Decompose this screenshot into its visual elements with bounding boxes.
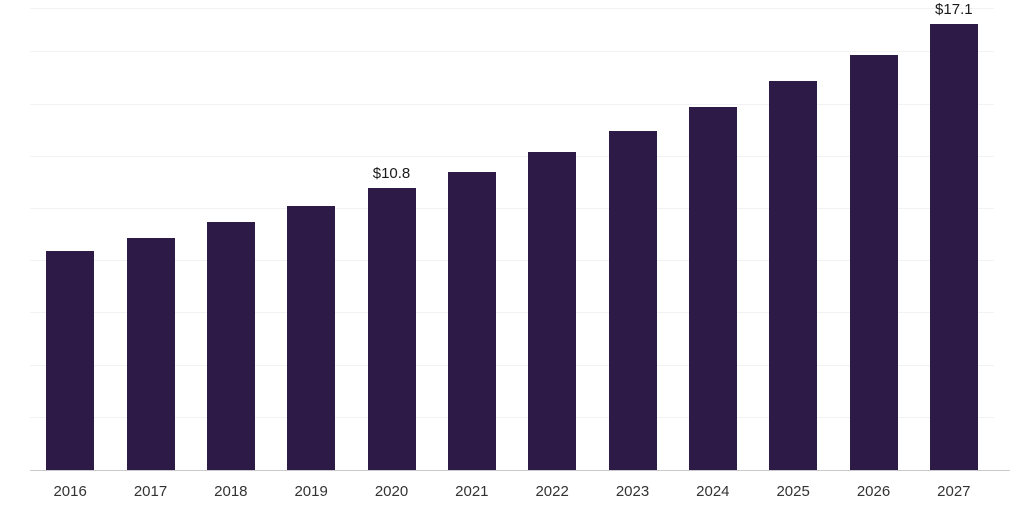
gridline xyxy=(30,364,994,366)
bar-2022 xyxy=(528,151,577,470)
gridline xyxy=(30,51,994,53)
bar-2026 xyxy=(849,54,898,470)
gridline xyxy=(30,8,994,9)
gridline xyxy=(30,155,994,157)
x-axis-label-2023: 2023 xyxy=(615,483,650,500)
gridline xyxy=(30,416,994,418)
bar-2018 xyxy=(206,222,255,470)
data-label-2027: $17.1 xyxy=(935,0,973,18)
plot-area: $10.8 $17.1 xyxy=(30,2,994,470)
x-axis-label-2020: 2020 xyxy=(374,483,409,500)
gridline xyxy=(30,260,994,262)
bar-2016 xyxy=(46,250,95,470)
x-axis-label-2024: 2024 xyxy=(696,483,730,500)
bar-2017 xyxy=(126,237,175,470)
gridline xyxy=(30,312,994,314)
x-axis-label-2027: 2027 xyxy=(937,483,971,500)
x-axis-label-2016: 2016 xyxy=(53,483,87,500)
x-axis-label-2019: 2019 xyxy=(294,483,328,500)
bar-2025 xyxy=(769,81,818,470)
x-axis-label-2025: 2025 xyxy=(776,483,810,500)
x-axis-labels: 2016 2017 2018 2019 2020 2021 2022 2023 2024 2025… xyxy=(30,484,994,506)
x-axis-label-2021: 2021 xyxy=(455,483,489,500)
bar-2027 xyxy=(929,23,978,470)
gridline xyxy=(30,207,994,209)
x-axis-label-2026: 2026 xyxy=(856,483,891,500)
x-axis-label-2018: 2018 xyxy=(214,483,248,500)
bar-2020 xyxy=(367,188,416,470)
x-axis-line xyxy=(30,470,1010,471)
x-axis-label-2022: 2022 xyxy=(535,483,569,500)
bar-2021 xyxy=(447,172,496,470)
x-axis-label-2017: 2017 xyxy=(133,483,168,500)
data-label-2020: $10.8 xyxy=(372,165,411,183)
bar-2024 xyxy=(688,107,737,470)
bar-2023 xyxy=(608,130,657,470)
bar-2019 xyxy=(287,206,336,470)
gridline xyxy=(30,103,994,105)
